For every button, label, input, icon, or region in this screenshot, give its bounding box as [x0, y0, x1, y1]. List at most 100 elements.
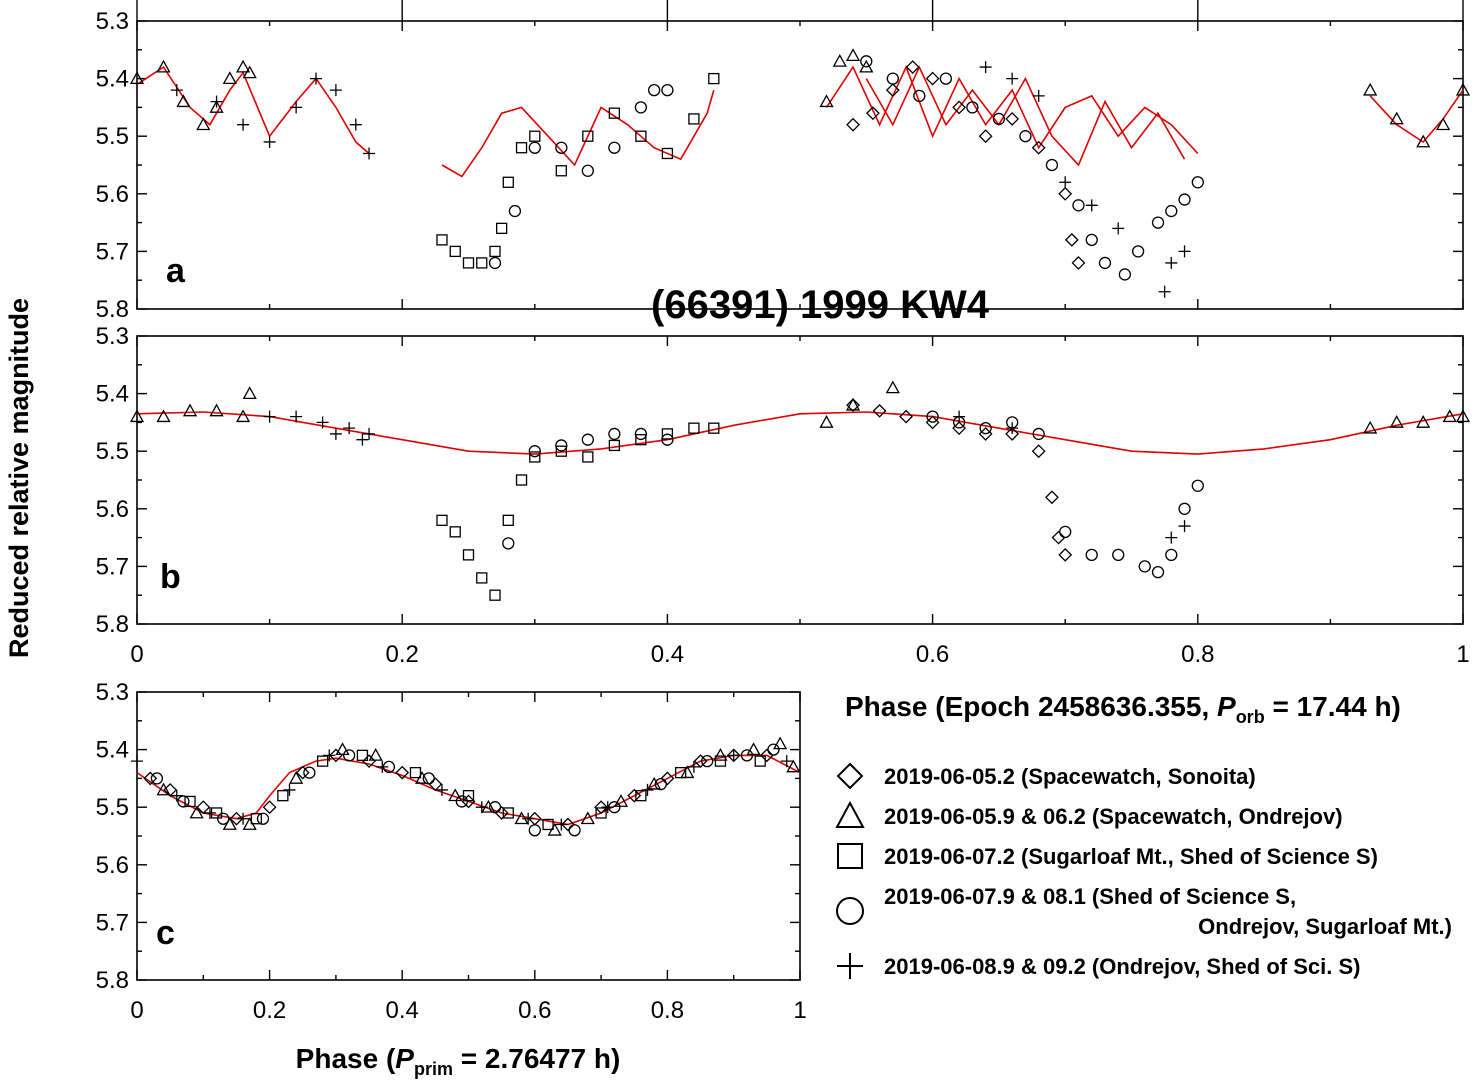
data-point-plus — [1006, 422, 1019, 435]
data-point-circle — [886, 72, 899, 85]
data-point-square — [608, 439, 621, 452]
data-point-diamond — [1005, 112, 1020, 126]
y-tick-label: 5.8 — [96, 967, 129, 994]
y-tick-label: 5.5 — [96, 794, 129, 821]
data-point-triangle — [1436, 117, 1451, 131]
data-point-triangle — [182, 403, 198, 417]
data-point-diamond — [885, 83, 900, 98]
x-axis-label-ab: Phase (Epoch 2458636.355, Porb = 17.44 h… — [845, 691, 1401, 727]
panel-a: 5.3 5.4 5.5 5.6 5.7 5.8 a — [96, 0, 1471, 323]
data-point-circle — [555, 439, 568, 452]
data-point-diamond — [952, 100, 967, 115]
data-point-plus — [170, 789, 183, 802]
data-point-triangle — [176, 94, 191, 108]
data-point-diamond — [1064, 232, 1079, 247]
data-point-triangle — [1455, 82, 1471, 96]
data-point-circle — [1178, 193, 1191, 206]
data-point-square — [489, 245, 501, 258]
data-point-circle — [1151, 566, 1165, 579]
data-point-plus — [343, 422, 356, 435]
x-tick-label: 0.2 — [386, 641, 419, 668]
data-point-diamond — [295, 765, 310, 780]
data-point-circle — [303, 766, 316, 779]
data-point-triangle — [713, 748, 728, 761]
data-point-plus — [203, 806, 216, 819]
x-tick-label: 0.8 — [651, 997, 684, 1024]
data-point-circle — [1165, 204, 1178, 218]
data-point-plus — [237, 812, 250, 825]
data-point-circle — [488, 256, 502, 270]
data-point-plus — [323, 749, 336, 762]
y-tick-label: 5.4 — [96, 737, 129, 764]
data-point-square — [595, 807, 607, 819]
data-point-diamond — [1005, 427, 1020, 441]
legend-label: 2019-06-07.9 & 08.1 (Shed of Science S, — [884, 884, 1296, 909]
data-point-triangle — [209, 100, 224, 113]
data-point-plus — [1059, 176, 1072, 189]
data-point-diamond — [627, 788, 642, 803]
data-point-square — [635, 130, 647, 142]
data-point-plus — [310, 72, 323, 85]
data-point-circle — [926, 410, 939, 423]
data-point-circle — [647, 83, 661, 97]
x-tick-label: 0.2 — [253, 997, 286, 1024]
data-point-plus — [363, 147, 376, 160]
y-tick-label: 5.7 — [96, 909, 129, 936]
x-tick-label: 0.6 — [518, 997, 551, 1024]
data-point-circle — [966, 101, 979, 114]
data-point-diamond — [925, 71, 940, 86]
data-point-triangle — [368, 748, 383, 761]
x-axis-label-c: Phase (Pprim = 2.76477 h) — [296, 1043, 621, 1079]
data-point-circle — [1059, 525, 1072, 538]
data-point-square — [542, 818, 554, 831]
data-point-triangle — [773, 736, 788, 750]
data-point-diamond — [1045, 490, 1059, 505]
data-point-circle — [634, 427, 648, 441]
data-point-square — [502, 176, 514, 188]
fit-curve — [136, 65, 370, 155]
data-point-triangle — [1455, 409, 1471, 423]
data-point-plus — [263, 410, 276, 423]
data-point-triangle — [819, 94, 834, 108]
data-point-plus — [170, 84, 183, 97]
data-point-square — [462, 549, 475, 561]
data-point-square — [529, 451, 541, 463]
legend-marker-square — [837, 843, 863, 869]
data-point-plus — [329, 427, 342, 440]
data-point-square — [635, 790, 647, 802]
data-point-diamond — [1058, 547, 1073, 562]
data-point-triangle — [289, 771, 304, 784]
legend-label: 2019-06-08.9 & 09.2 (Ondrejov, Shed of S… — [884, 954, 1360, 979]
data-point-circle — [661, 83, 674, 97]
data-point-diamond — [1058, 186, 1073, 201]
data-point-diamond — [494, 806, 509, 820]
panel-b-label: b — [160, 558, 181, 596]
data-point-diamond — [1031, 140, 1046, 155]
data-point-plus — [953, 410, 966, 423]
data-point-triangle — [335, 742, 350, 756]
data-point-triangle — [1389, 111, 1404, 125]
y-tick-label: 5.6 — [96, 852, 129, 879]
panel-b: 5.3 5.4 5.5 5.6 5.7 5.80 0.2 0.4 0.6 0.8 1 b — [96, 323, 1471, 668]
legend-item-diamond: 2019-06-05.2 (Spacewatch, Sonoita) — [836, 762, 1256, 790]
data-point-circle — [1045, 158, 1059, 172]
data-point-square — [635, 434, 647, 446]
x-tick-label: 1 — [1456, 641, 1469, 668]
data-point-diamond — [328, 748, 343, 763]
data-point-square — [708, 72, 720, 85]
x-tick-label: 0 — [130, 641, 143, 668]
x-tick-label: 0.4 — [651, 641, 684, 668]
data-point-square — [316, 755, 329, 767]
legend: 2019-06-05.2 (Spacewatch, Sonoita) 2019-0… — [835, 762, 1452, 979]
data-point-triangle — [1363, 82, 1378, 96]
data-point-plus — [522, 812, 535, 825]
data-point-square — [436, 234, 448, 246]
data-point-circle — [1032, 427, 1045, 441]
legend-marker-circle — [836, 897, 864, 925]
data-point-circle — [1019, 130, 1032, 143]
y-tick-label: 5.3 — [96, 323, 129, 350]
fit-curve — [441, 89, 715, 178]
y-tick-label: 5.8 — [96, 611, 129, 638]
data-point-circle — [1151, 216, 1165, 229]
legend-item-square: 2019-06-07.2 (Sugarloaf Mt., Shed of Sci… — [837, 843, 1378, 869]
